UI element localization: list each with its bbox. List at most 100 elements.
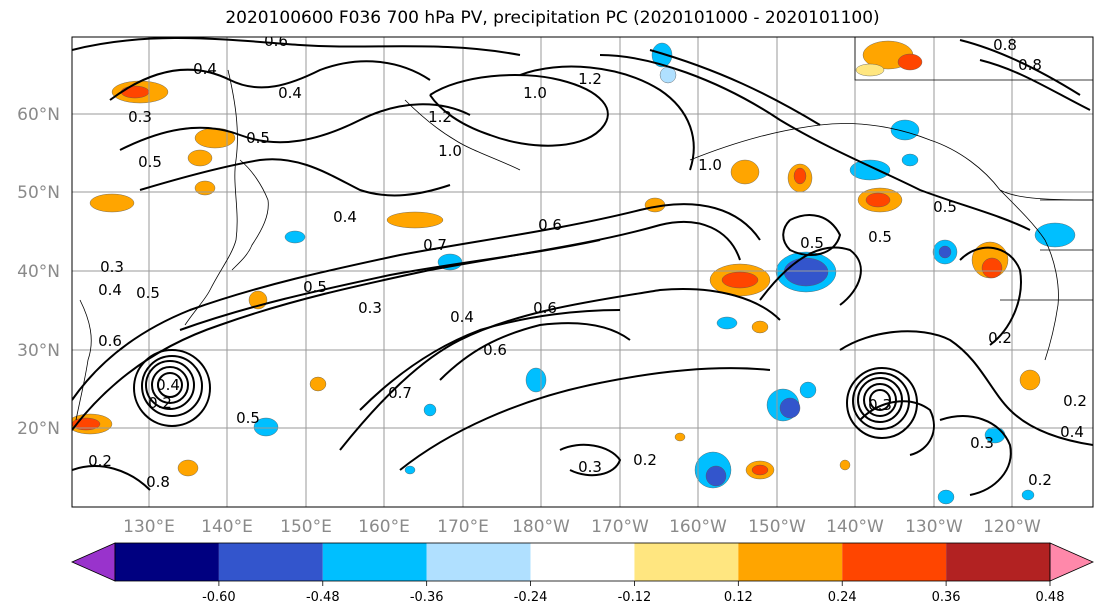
contour-label: 1.2 bbox=[428, 108, 452, 126]
precip-area bbox=[793, 167, 807, 185]
colorbar-bin bbox=[115, 543, 219, 581]
contour-label: 0.7 bbox=[388, 384, 412, 402]
precip-area bbox=[938, 245, 952, 259]
precip-area bbox=[751, 464, 769, 476]
precip-area bbox=[730, 159, 760, 185]
lon-label: 170°W bbox=[591, 517, 649, 537]
contour-label: 0.5 bbox=[246, 129, 270, 147]
map-frame bbox=[72, 37, 1093, 507]
precip-area bbox=[865, 192, 891, 208]
contour-label: 0.8 bbox=[1018, 56, 1042, 74]
precip-area bbox=[1019, 369, 1041, 391]
contour-label: 0.5 bbox=[138, 153, 162, 171]
contour-label: 1.2 bbox=[578, 70, 602, 88]
contour-label: 1.0 bbox=[438, 142, 462, 160]
contour-label: 0.3 bbox=[868, 396, 892, 414]
precip-area bbox=[783, 257, 829, 287]
lon-label: 120°W bbox=[983, 517, 1041, 537]
colorbar-tick-label: -0.36 bbox=[410, 590, 444, 601]
colorbar-bin bbox=[842, 543, 947, 581]
precip-area bbox=[253, 417, 279, 437]
contour-label: 0.3 bbox=[358, 299, 382, 317]
precip-area bbox=[525, 367, 547, 393]
precip-area bbox=[1021, 489, 1035, 501]
coastlines bbox=[75, 37, 1093, 421]
precip-area bbox=[120, 85, 150, 99]
contour-label: 0.6 bbox=[533, 299, 557, 317]
precip-area bbox=[651, 42, 673, 68]
precip-area bbox=[937, 489, 955, 505]
precip-area bbox=[981, 257, 1003, 279]
pv-contours bbox=[72, 37, 1093, 496]
contour-label: 0.3 bbox=[578, 458, 602, 476]
latitude-labels: 60°N 50°N 40°N 30°N 20°N bbox=[17, 105, 60, 439]
contour-label: 0.4 bbox=[98, 281, 122, 299]
contour-label: 0.2 bbox=[88, 452, 112, 470]
colorbar-tick-label: 0.24 bbox=[828, 590, 857, 601]
lat-label: 50°N bbox=[17, 183, 60, 203]
precip-area bbox=[284, 230, 306, 244]
lon-label: 130°E bbox=[123, 517, 175, 537]
contour-label: 0.4 bbox=[156, 376, 180, 394]
lon-label: 150°E bbox=[280, 517, 332, 537]
colorbar-tick-label: -0.60 bbox=[202, 590, 236, 601]
lon-label: 160°W bbox=[669, 517, 727, 537]
precip-area bbox=[89, 193, 135, 213]
precip-area bbox=[423, 403, 437, 417]
precip-area bbox=[674, 432, 686, 442]
colorbar-extend-low bbox=[71, 542, 116, 582]
contour-label: 0.6 bbox=[538, 216, 562, 234]
precip-area bbox=[839, 459, 851, 471]
precip-area bbox=[1034, 222, 1076, 248]
precip-area bbox=[721, 271, 759, 289]
colorbar-extend-high bbox=[1049, 542, 1094, 582]
contour-label: 0.5 bbox=[933, 198, 957, 216]
precip-area bbox=[901, 153, 919, 167]
contour-label: 0.2 bbox=[1063, 392, 1087, 410]
colorbar-bin bbox=[322, 543, 427, 581]
precip-area bbox=[187, 149, 213, 167]
contour-label: 0.5 bbox=[868, 228, 892, 246]
precip-area bbox=[659, 66, 677, 84]
contour-label: 0.2 bbox=[633, 451, 657, 469]
lon-label: 160°E bbox=[358, 517, 410, 537]
map-border bbox=[71, 36, 1094, 508]
colorbar-tick-label: 0.36 bbox=[932, 590, 961, 601]
contour-label: 0.8 bbox=[146, 473, 170, 491]
precip-area bbox=[404, 465, 416, 475]
lat-label: 40°N bbox=[17, 262, 60, 282]
contour-label: 0.3 bbox=[970, 434, 994, 452]
colorbar-bin bbox=[530, 543, 635, 581]
lon-label: 180°W bbox=[512, 517, 570, 537]
precip-area bbox=[897, 53, 923, 71]
contour-label: 0.2 bbox=[988, 329, 1012, 347]
longitude-labels: 130°E 140°E 150°E 160°E 170°E 180°W 170°W 160°W… bbox=[123, 517, 1041, 537]
colorbar-tick-label: -0.12 bbox=[618, 590, 652, 601]
colorbar-tick-label: 0.12 bbox=[724, 590, 753, 601]
lat-label: 20°N bbox=[17, 419, 60, 439]
contour-label: 0.5 bbox=[303, 278, 327, 296]
contour-label: 0.2 bbox=[148, 394, 172, 412]
colorbar-tick-label: 0.48 bbox=[1036, 590, 1065, 601]
precip-area bbox=[849, 159, 891, 181]
contour-label: 0.2 bbox=[1028, 471, 1052, 489]
lat-label: 60°N bbox=[17, 105, 60, 125]
colorbar-bin bbox=[218, 543, 323, 581]
precip-area bbox=[855, 63, 885, 77]
contour-label: 0.6 bbox=[264, 32, 288, 50]
figure-title: 2020100600 F036 700 hPa PV, precipitatio… bbox=[225, 8, 880, 28]
contour-label: 0.4 bbox=[1060, 423, 1084, 441]
precip-area bbox=[386, 211, 444, 229]
precip-area bbox=[716, 316, 738, 330]
contour-label: 0.3 bbox=[100, 258, 124, 276]
lon-label: 130°W bbox=[905, 517, 963, 537]
precip-area bbox=[799, 381, 817, 399]
contour-label: 0.6 bbox=[98, 332, 122, 350]
contour-label: 1.0 bbox=[698, 156, 722, 174]
contour-label: 0.3 bbox=[128, 108, 152, 126]
lon-label: 170°E bbox=[437, 517, 489, 537]
colorbar-tick-label: -0.48 bbox=[306, 590, 340, 601]
contour-label: 0.8 bbox=[993, 36, 1017, 54]
colorbar-bin bbox=[634, 543, 739, 581]
